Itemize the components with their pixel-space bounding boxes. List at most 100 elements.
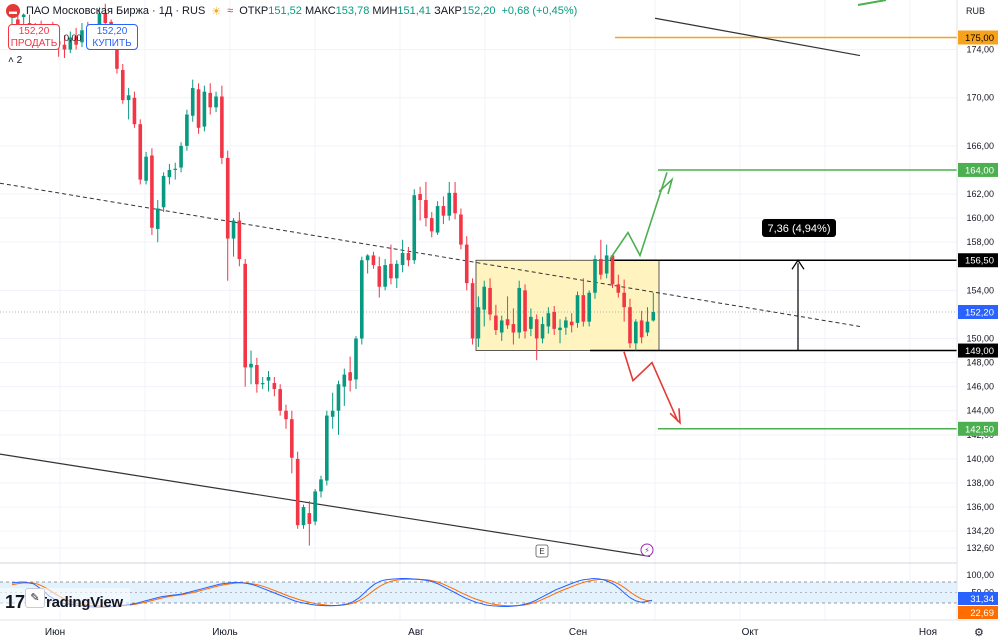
candle-body (459, 214, 463, 245)
candle-body (348, 372, 352, 381)
candle-body (243, 263, 247, 368)
candle-body (494, 315, 498, 331)
candle-body (161, 175, 166, 208)
candle-body (290, 419, 294, 458)
candle-body (272, 383, 277, 390)
price-tick-label: 170,00 (966, 93, 994, 103)
candle-body (260, 383, 265, 385)
candle-body (634, 321, 638, 344)
price-tick-label: 162,00 (966, 189, 994, 199)
candle-body (208, 92, 213, 108)
candle-body (441, 206, 446, 216)
chevron-up-icon: ˄ (8, 55, 14, 66)
buy-button[interactable]: 152,20 КУПИТЬ (86, 24, 138, 50)
candle-body (138, 124, 143, 180)
candle-body (534, 319, 539, 339)
candle-body (569, 321, 574, 326)
candle-body (470, 283, 475, 339)
gear-icon[interactable]: ⚙ (974, 627, 984, 639)
sell-button[interactable]: 152,20 ПРОДАТЬ (8, 24, 60, 50)
ohlc-label-ЗАКР: ЗАКР (434, 5, 462, 17)
time-label: Авг (408, 627, 424, 638)
price-tag-label: 156,50 (965, 256, 994, 267)
price-tick-label: 146,00 (966, 382, 994, 392)
pencil-icon[interactable]: ✎ (25, 588, 45, 608)
oscillator-tag (958, 592, 998, 605)
candle-body (604, 255, 609, 274)
candle-body (360, 260, 364, 339)
price-tag (958, 253, 998, 268)
candle-body (132, 97, 137, 125)
candle-body (214, 96, 218, 108)
candle-body (476, 307, 481, 339)
price-tick-label: 144,00 (966, 406, 994, 416)
candle-body (120, 70, 125, 101)
ohlc-label-МАКС: МАКС (304, 5, 336, 17)
event-icon[interactable] (640, 543, 654, 557)
candle-body (406, 253, 411, 261)
price-tag-label: 175,00 (965, 33, 994, 44)
legend-header: ▬ ПАО Московская Биржа · 1Д · RUS ☀ ≈ ОТ… (0, 0, 577, 22)
time-label: Ноя (919, 627, 937, 638)
market-status-icon: ☀ (211, 5, 222, 18)
measure-arrowhead (791, 259, 805, 270)
oscillator-tag (958, 606, 998, 619)
candle-body (529, 316, 533, 329)
price-tick-label: 132,60 (966, 543, 994, 553)
candle-body (412, 195, 417, 261)
candle-body (301, 507, 306, 526)
candle-body (622, 292, 626, 308)
sell-label: ПРОДАТЬ (10, 38, 58, 49)
price-tag (958, 162, 998, 177)
price-tag (958, 305, 998, 320)
candle-body (377, 266, 382, 287)
wave-icon: ≈ (227, 5, 234, 17)
time-label: Июн (45, 627, 65, 638)
collapse-indicators-button[interactable]: ˄ 2 (8, 55, 22, 66)
ohlc-value-МИН: 151,41 (397, 5, 435, 17)
oscillator-tick-label: 100,00 (966, 570, 994, 580)
candle-body (523, 290, 527, 332)
ohlc-value-МАКС: 153,78 (335, 5, 373, 17)
ohlc-value-ОТКР: 151,52 (268, 5, 305, 17)
candle-body (295, 458, 300, 526)
price-axis-bg (957, 0, 1000, 641)
candle-body (517, 287, 522, 333)
price-tag-label: 164,00 (965, 165, 994, 176)
symbol-title[interactable]: ПАО Московская Биржа · 1Д · RUS (26, 5, 206, 17)
candle-body (575, 295, 580, 323)
resistance-trendline (654, 17, 861, 57)
ohlc-label-ОТКР: ОТКР (239, 5, 269, 17)
measure-label: 7,36 (4,94%) (768, 223, 831, 235)
projection-down-path (623, 351, 679, 422)
measure-label-box (762, 219, 836, 237)
candle-body (639, 320, 644, 338)
currency-selector[interactable]: RUB (966, 6, 986, 16)
top-green-ray (857, 0, 887, 6)
candle-body (196, 89, 201, 128)
candle-body (540, 324, 545, 339)
candle-body (325, 415, 329, 481)
earnings-marker[interactable] (535, 544, 549, 558)
candle-body (599, 259, 603, 275)
candle-body (587, 292, 591, 322)
candle-body (68, 37, 73, 50)
price-tick-label: 148,00 (966, 358, 994, 368)
price-tick-label: 134,20 (966, 526, 994, 536)
ohlc-value-ЗАКР: 152,20 (461, 5, 496, 17)
projection-up-arrowhead (658, 177, 674, 195)
candle-body (464, 244, 469, 284)
candle-body (237, 220, 242, 260)
earnings-marker-label: E (539, 547, 544, 556)
candle-body (424, 200, 428, 219)
candle-body (552, 312, 556, 329)
lightning-icon: ⚡ (644, 546, 650, 555)
oscillator-tag-label: 31,34 (970, 594, 994, 605)
price-tick-label: 154,00 (966, 285, 994, 295)
spread-value: 0,00 (64, 33, 82, 43)
candle-body (202, 91, 207, 127)
price-tick-label: 150,00 (966, 334, 994, 344)
candle-body (482, 286, 487, 310)
sell-price: 152,20 (18, 26, 50, 37)
